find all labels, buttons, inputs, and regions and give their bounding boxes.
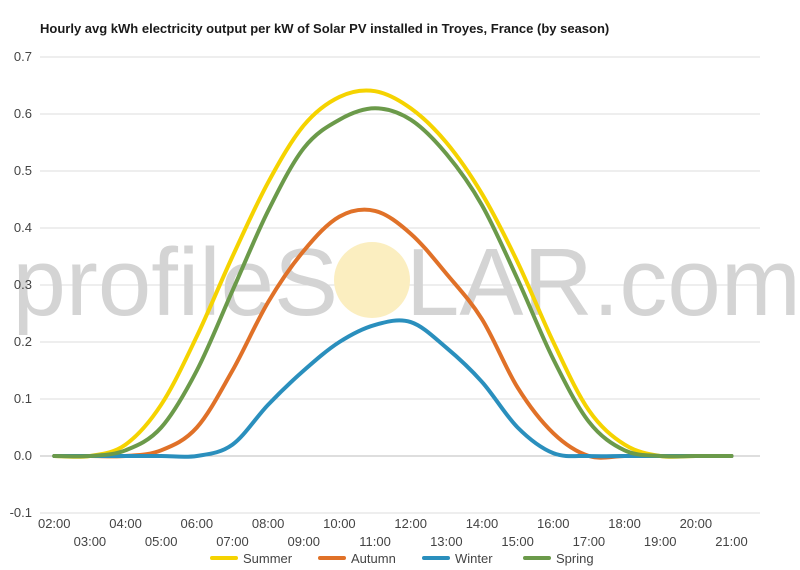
x-tick-label: 15:00 <box>501 534 534 549</box>
x-tick-label: 08:00 <box>252 516 285 531</box>
x-tick-label: 13:00 <box>430 534 463 549</box>
x-tick-label: 17:00 <box>573 534 606 549</box>
legend-item-summer[interactable]: Summer <box>210 551 293 566</box>
x-tick-label: 11:00 <box>359 534 391 549</box>
x-tick-label: 07:00 <box>216 534 249 549</box>
watermark-text-right: LAR.com <box>406 229 800 336</box>
x-tick-label: 09:00 <box>287 534 320 549</box>
x-tick-label: 18:00 <box>608 516 641 531</box>
legend-item-autumn[interactable]: Autumn <box>318 551 396 566</box>
legend-item-spring[interactable]: Spring <box>523 551 594 566</box>
x-tick-label: 04:00 <box>109 516 142 531</box>
x-tick-label: 19:00 <box>644 534 677 549</box>
x-tick-label: 06:00 <box>181 516 214 531</box>
legend-label: Autumn <box>351 551 396 566</box>
x-tick-label: 10:00 <box>323 516 356 531</box>
y-tick-label: -0.1 <box>10 505 32 520</box>
watermark-text-left: profileS <box>13 229 339 336</box>
series-line-winter <box>52 318 734 459</box>
x-tick-label: 16:00 <box>537 516 570 531</box>
y-tick-label: 0.0 <box>14 448 32 463</box>
legend-item-winter[interactable]: Winter <box>422 551 493 566</box>
x-axis-ticks: 02:0003:0004:0005:0006:0007:0008:0009:00… <box>38 516 748 549</box>
x-tick-label: 03:00 <box>74 534 107 549</box>
x-tick-label: 14:00 <box>466 516 499 531</box>
y-axis-ticks: 0.7 0.6 0.5 0.4 0.3 0.2 0.1 0.0 -0.1 <box>10 49 32 520</box>
watermark-sun-icon <box>334 242 410 318</box>
series-line-summer <box>52 88 734 459</box>
x-tick-label: 02:00 <box>38 516 71 531</box>
y-tick-label: 0.2 <box>14 334 32 349</box>
series-line-spring <box>52 106 734 459</box>
y-tick-label: 0.1 <box>14 391 32 406</box>
x-tick-label: 05:00 <box>145 534 178 549</box>
y-tick-label: 0.3 <box>14 277 32 292</box>
series-lines <box>52 88 734 460</box>
legend-label: Spring <box>556 551 594 566</box>
x-tick-label: 21:00 <box>715 534 748 549</box>
legend[interactable]: Summer Autumn Winter Spring <box>210 551 594 566</box>
y-tick-label: 0.4 <box>14 220 32 235</box>
legend-label: Summer <box>243 551 293 566</box>
legend-swatch <box>318 556 346 560</box>
chart-title: Hourly avg kWh electricity output per kW… <box>40 21 609 36</box>
y-tick-label: 0.7 <box>14 49 32 64</box>
legend-swatch <box>210 556 238 560</box>
watermark: profileS LAR.com <box>13 229 800 336</box>
y-tick-label: 0.5 <box>14 163 32 178</box>
y-tick-label: 0.6 <box>14 106 32 121</box>
x-tick-label: 12:00 <box>394 516 427 531</box>
legend-label: Winter <box>455 551 493 566</box>
legend-swatch <box>422 556 450 560</box>
x-tick-label: 20:00 <box>680 516 713 531</box>
legend-swatch <box>523 556 551 560</box>
